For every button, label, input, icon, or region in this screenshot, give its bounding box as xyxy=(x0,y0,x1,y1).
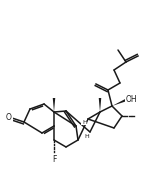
Text: O: O xyxy=(6,113,12,122)
Text: H: H xyxy=(84,133,89,139)
Polygon shape xyxy=(99,98,101,112)
Polygon shape xyxy=(112,99,127,106)
Text: H: H xyxy=(82,120,87,125)
Text: F: F xyxy=(52,156,56,164)
Text: OH: OH xyxy=(126,96,138,105)
Polygon shape xyxy=(53,98,55,112)
